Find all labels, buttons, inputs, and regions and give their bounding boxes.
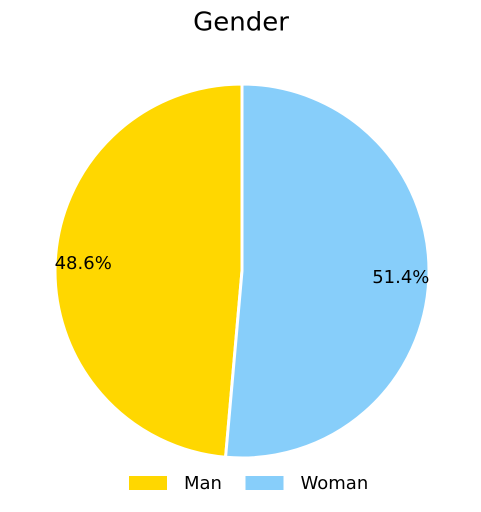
value-label: 51.4%	[372, 267, 429, 288]
legend-swatch	[129, 476, 167, 490]
pie-slice	[53, 82, 244, 459]
pie-slice	[224, 82, 431, 460]
chart-title: Gender	[193, 8, 289, 38]
legend-swatch	[245, 476, 284, 490]
legend-label: Man	[184, 473, 222, 494]
value-label: 48.6%	[55, 253, 112, 274]
legend-label: Woman	[301, 473, 369, 494]
